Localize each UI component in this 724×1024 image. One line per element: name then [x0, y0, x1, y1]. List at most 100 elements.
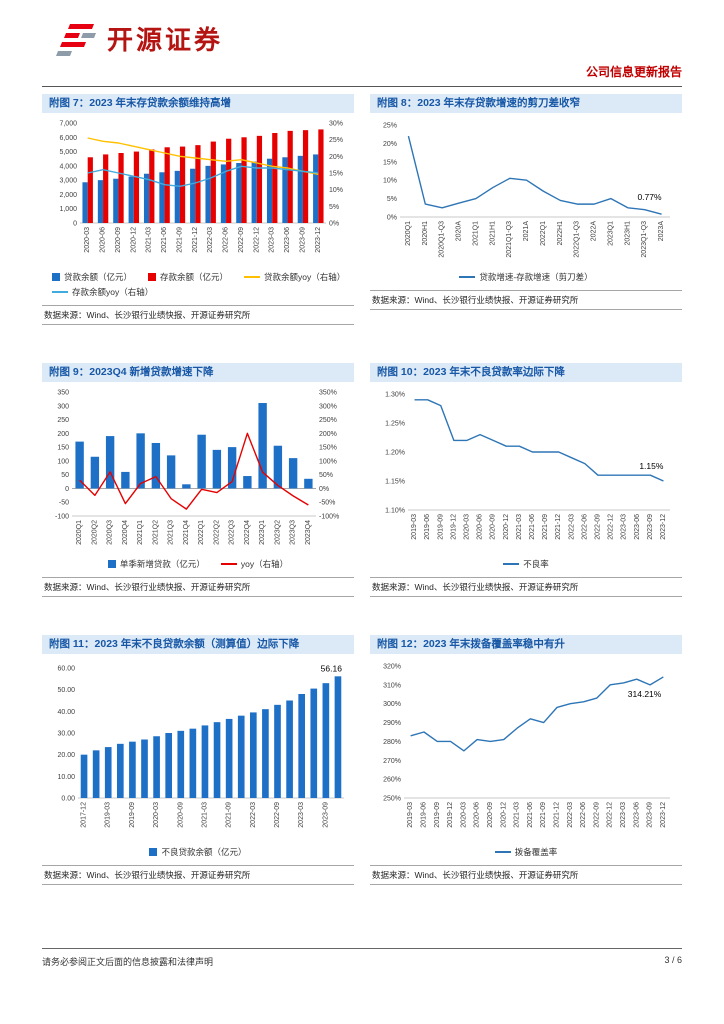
svg-text:2020-03: 2020-03: [84, 227, 91, 253]
legend-label: 单季新增贷款（亿元）: [119, 559, 205, 570]
svg-text:2022-12: 2022-12: [607, 802, 614, 828]
svg-text:2021-09: 2021-09: [542, 514, 549, 540]
svg-text:2020-09: 2020-09: [487, 802, 494, 828]
figure-10-title: 附图 10：2023 年末不良贷款率边际下降: [370, 363, 682, 383]
legend-label: yoy（右轴）: [240, 559, 289, 570]
svg-text:-100: -100: [55, 514, 69, 521]
svg-text:20.00: 20.00: [57, 753, 75, 760]
svg-text:100%: 100%: [319, 459, 337, 466]
legend-item: 不良率: [503, 558, 549, 570]
svg-text:2021-03: 2021-03: [514, 802, 521, 828]
legend-item: 存款余额（亿元）: [148, 271, 228, 283]
svg-text:2021-06: 2021-06: [161, 227, 168, 253]
svg-text:2023-06: 2023-06: [284, 227, 291, 253]
figure-12-title: 附图 12：2023 年末拨备覆盖率稳中有升: [370, 635, 682, 655]
svg-text:2022-06: 2022-06: [580, 802, 587, 828]
svg-text:5,000: 5,000: [59, 149, 77, 156]
figure-8-source: 数据来源：Wind、长沙银行业绩快报、开源证券研究所: [370, 290, 682, 311]
svg-text:2017-12: 2017-12: [81, 802, 88, 828]
figure-12-source: 数据来源：Wind、长沙银行业绩快报、开源证券研究所: [370, 865, 682, 886]
svg-text:2020-09: 2020-09: [177, 802, 184, 828]
legend-line-marker: [220, 563, 237, 566]
svg-text:2020-06: 2020-06: [477, 514, 484, 540]
svg-text:2023-03: 2023-03: [620, 802, 627, 828]
legend-line-marker: [52, 291, 68, 294]
figure-8-chart: 0% 5% 10% 15% 20% 25% 2020Q1 2020H1 2020Q1-Q3 202…: [383, 123, 670, 258]
figure-9-legend: 单季新增贷款（亿元） yoy（右轴）: [42, 558, 354, 570]
svg-text:2020-12: 2020-12: [500, 802, 507, 828]
figure-12-block: 附图 12：2023 年末拨备覆盖率稳中有升 250% 260% 270% 280% 2…: [370, 635, 682, 886]
svg-text:2021Q2: 2021Q2: [152, 520, 159, 545]
legend-square-marker: [52, 273, 60, 282]
footer-disclaimer: 请务必参阅正文后面的信息披露和法律声明: [42, 957, 214, 967]
svg-text:50%: 50%: [319, 472, 333, 479]
svg-text:1.20%: 1.20%: [385, 450, 405, 457]
svg-text:2022-03: 2022-03: [568, 514, 575, 540]
svg-text:2023-09: 2023-09: [647, 514, 654, 540]
legend-item: yoy（右轴）: [220, 558, 289, 570]
figure-7-legend: 贷款余额（亿元） 存款余额（亿元） 贷款余额yoy（右轴） 存款余额yoy（右轴）: [42, 271, 354, 298]
svg-text:2020-06: 2020-06: [100, 227, 107, 253]
svg-text:2022Q1: 2022Q1: [540, 221, 547, 246]
svg-text:2020-09: 2020-09: [490, 514, 497, 540]
svg-text:150: 150: [57, 445, 69, 452]
svg-text:2023Q1: 2023Q1: [607, 221, 614, 246]
svg-text:2019-06: 2019-06: [424, 514, 431, 540]
svg-text:3,000: 3,000: [59, 178, 77, 185]
svg-text:2021-03: 2021-03: [516, 514, 523, 540]
svg-text:2022-03: 2022-03: [567, 802, 574, 828]
svg-text:320%: 320%: [383, 664, 401, 671]
svg-text:2023-09: 2023-09: [299, 227, 306, 253]
svg-text:250: 250: [57, 417, 69, 424]
svg-text:2023-03: 2023-03: [269, 227, 276, 253]
legend-line-marker: [503, 563, 520, 566]
svg-text:250%: 250%: [383, 796, 401, 803]
svg-text:6,000: 6,000: [59, 135, 77, 142]
brand-logo-icon: [56, 24, 96, 56]
svg-text:2019-06: 2019-06: [420, 802, 427, 828]
svg-text:2022-12: 2022-12: [608, 514, 615, 540]
svg-text:2021-06: 2021-06: [527, 802, 534, 828]
figure-10-block: 附图 10：2023 年末不良贷款率边际下降 1.10% 1.15% 1.20% 1.…: [370, 363, 682, 598]
figure-11-source: 数据来源：Wind、长沙银行业绩快报、开源证券研究所: [42, 865, 354, 886]
figure-10-source: 数据来源：Wind、长沙银行业绩快报、开源证券研究所: [370, 577, 682, 598]
svg-text:2022-09: 2022-09: [593, 802, 600, 828]
svg-text:0.00: 0.00: [61, 796, 75, 803]
svg-text:1.10%: 1.10%: [385, 508, 405, 515]
svg-text:-100%: -100%: [319, 514, 339, 521]
svg-text:2021Q1: 2021Q1: [137, 520, 144, 545]
figure-7-title: 附图 7：2023 年末存贷款余额维持高增: [42, 94, 354, 114]
figure-7-block: 附图 7：2023 年末存贷款余额维持高增 0 1,000 2,000 3,000 4,…: [42, 94, 354, 326]
svg-text:2020H1: 2020H1: [422, 221, 429, 246]
page-number: 3 / 6: [664, 955, 682, 965]
svg-text:2022-03: 2022-03: [250, 802, 257, 828]
svg-text:2021-06: 2021-06: [529, 514, 536, 540]
figure-12-chart: 250% 260% 270% 280% 290% 300% 310% 320% 2019-03 2…: [383, 664, 670, 828]
legend-label: 贷款余额（亿元）: [64, 272, 133, 283]
svg-text:300%: 300%: [319, 404, 337, 411]
legend-line-marker: [494, 851, 511, 854]
svg-text:200%: 200%: [319, 431, 337, 438]
svg-text:2021-09: 2021-09: [540, 802, 547, 828]
legend-item: 存款余额yoy（右轴）: [52, 286, 153, 298]
svg-text:4,000: 4,000: [59, 163, 77, 170]
svg-text:2021-12: 2021-12: [555, 514, 562, 540]
svg-text:2020Q3: 2020Q3: [107, 520, 114, 545]
figure-8-block: 附图 8：2023 年末存贷款增速的剪刀差收窄 0% 5% 10% 15% 20% 25%…: [370, 94, 682, 325]
svg-text:2022-09: 2022-09: [238, 227, 245, 253]
svg-text:2022Q1: 2022Q1: [198, 520, 205, 545]
figures-grid: 附图 7：2023 年末存贷款余额维持高增 0 1,000 2,000 3,000 4,…: [42, 94, 682, 886]
svg-text:2022Q2: 2022Q2: [213, 520, 220, 545]
legend-line-marker: [459, 276, 476, 279]
svg-text:60.00: 60.00: [57, 666, 75, 673]
svg-text:2023Q2: 2023Q2: [274, 520, 281, 545]
svg-text:0%: 0%: [319, 486, 329, 493]
legend-square-marker: [148, 273, 157, 282]
figure-11-legend: 不良贷款余额（亿元）: [42, 846, 354, 858]
report-type-label: 公司信息更新报告: [585, 65, 682, 79]
legend-label: 拨备覆盖率: [514, 847, 558, 858]
svg-text:2023-06: 2023-06: [634, 514, 641, 540]
svg-text:0%: 0%: [387, 215, 397, 222]
legend-item: 贷款增速-存款增速（剪刀差）: [459, 271, 593, 283]
svg-text:280%: 280%: [383, 739, 401, 746]
